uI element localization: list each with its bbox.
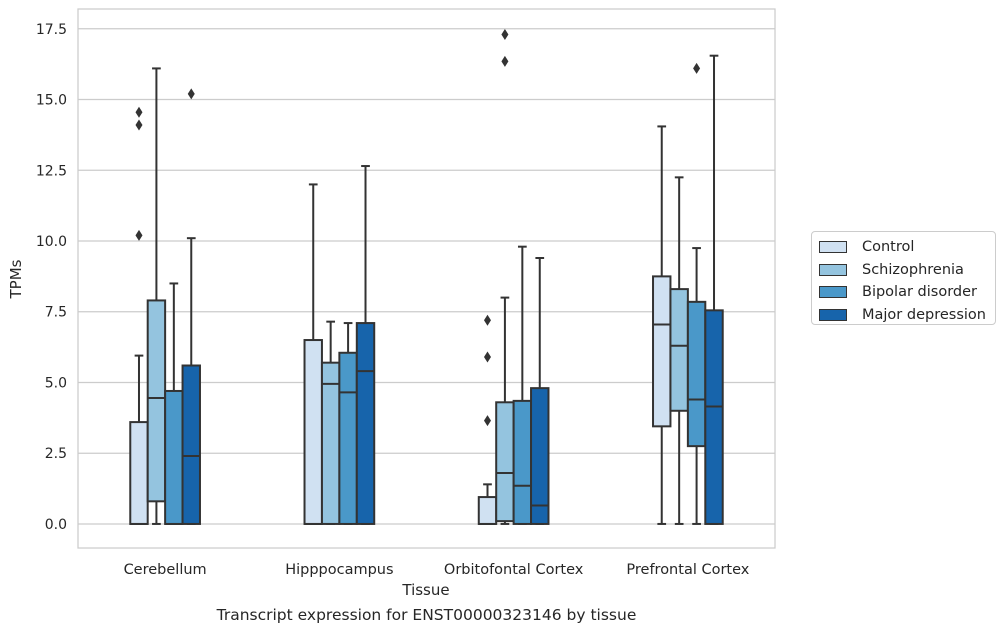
box [303, 339, 323, 525]
box-group [164, 282, 184, 525]
outlier-point [483, 351, 491, 363]
box-group [652, 125, 672, 525]
x-tick-label: Cerebellum [124, 562, 207, 578]
box [146, 299, 167, 503]
box [704, 309, 724, 525]
box-group [512, 245, 533, 525]
outlier-point [135, 229, 143, 241]
box-group [530, 256, 550, 525]
box [512, 399, 533, 525]
box-group [320, 320, 341, 525]
x-tick-label: Hipppocampus [285, 562, 393, 578]
legend-swatch-control [819, 241, 847, 254]
outlier-point [135, 106, 143, 118]
outlier-point [501, 28, 509, 40]
box [477, 496, 498, 525]
box [652, 275, 672, 428]
box-group [686, 62, 707, 525]
box [495, 401, 515, 523]
outlier-point [187, 88, 195, 100]
legend-swatch-bipolar-disorder [819, 286, 847, 299]
y-tick-label: 0.0 [45, 517, 67, 533]
legend-label-bipolar-disorder: Bipolar disorder [862, 284, 977, 301]
legend-label-control: Control [862, 239, 915, 256]
box [686, 300, 707, 448]
x-tick-labels: Cerebellum Hipppocampus Orbitofontal Corte… [124, 562, 750, 578]
box-group [146, 67, 167, 525]
y-tick-label: 5.0 [45, 375, 67, 391]
legend-label-schizophrenia: Schizophrenia [862, 261, 964, 278]
y-axis-label: TPMs [7, 259, 25, 299]
legend: Control Schizophrenia Bipolar disorder M… [811, 231, 996, 325]
box [164, 389, 184, 525]
box-group [181, 88, 201, 525]
box [530, 387, 550, 525]
y-tick-label: 7.5 [45, 305, 67, 321]
y-tick-label: 17.5 [36, 22, 67, 38]
legend-item-schizophrenia: Schizophrenia [819, 259, 995, 282]
box [338, 351, 358, 525]
x-axis-label: Tissue [401, 581, 449, 599]
box-group [704, 54, 724, 525]
outlier-point [483, 415, 491, 427]
outlier-point [483, 314, 491, 326]
legend-swatch-major-depression [819, 308, 847, 321]
box-group [477, 314, 498, 525]
outlier-point [693, 62, 701, 74]
box-group [669, 176, 689, 525]
figure-caption: Transcript expression for ENST0000032314… [216, 606, 637, 624]
box [320, 361, 341, 525]
legend-swatch-schizophrenia [819, 263, 847, 276]
legend-item-major-depression: Major depression [819, 304, 995, 327]
box-group [129, 106, 149, 525]
box [355, 322, 376, 525]
box-group [355, 165, 376, 525]
box-group [338, 322, 358, 525]
x-tick-label: Prefrontal Cortex [626, 562, 749, 578]
y-tick-label: 12.5 [36, 163, 67, 179]
y-tick-labels: 0.0 2.5 5.0 7.5 10.0 12.5 15.0 17.5 [36, 22, 67, 533]
boxes [129, 28, 724, 525]
legend-label-major-depression: Major depression [862, 306, 986, 323]
plot-area-frame [77, 8, 776, 549]
y-tick-label: 2.5 [45, 446, 67, 462]
box [181, 364, 201, 525]
outlier-point [501, 55, 509, 67]
outlier-point [135, 119, 143, 131]
box-group [303, 183, 323, 525]
y-tick-label: 10.0 [36, 234, 67, 250]
box [129, 421, 149, 525]
box [669, 288, 689, 412]
y-tick-label: 15.0 [36, 93, 67, 109]
box-group [495, 28, 515, 525]
legend-item-control: Control [819, 236, 995, 259]
legend-item-bipolar-disorder: Bipolar disorder [819, 281, 995, 304]
x-tick-label: Orbitofontal Cortex [444, 562, 584, 578]
